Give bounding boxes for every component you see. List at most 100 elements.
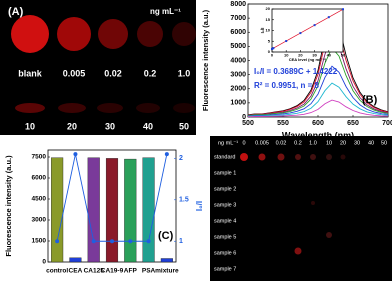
x-tick-label: mixture [155,268,179,275]
y-axis-label: Fluorescence intensity (a.u.) [201,9,210,111]
x-tick-label: PSA [142,268,156,275]
x-tick-label: control [46,268,68,275]
x-tick-label: CEA [69,268,83,275]
spots-a [11,15,196,113]
y-tick-label: 1000 [230,100,246,107]
x-tick-label: 0 [271,53,274,58]
ratio-point [128,239,133,244]
row-label: standard [214,154,235,160]
point [327,16,330,19]
column-label: 50 [381,140,387,146]
column-label: 40 [368,140,374,146]
y2-axis-label: I₀/I [195,201,204,211]
spectrum [247,21,389,116]
x-tick-label: 40 [327,53,332,58]
row-label: sample 2 [214,186,236,192]
x-tick-label: AFP [124,268,138,275]
y-tick-label: 15 [266,17,271,22]
ratio-point [73,152,78,157]
conc-label: 0.2 [144,68,157,78]
row-label: sample 5 [214,234,236,240]
y-tick-label: 6000 [230,29,246,36]
bar [105,158,119,263]
row-label: sample 1 [214,170,236,176]
conc-label: 50 [179,121,189,131]
y-tick-label: 5000 [230,43,246,50]
y-tick-label: 10 [266,28,271,33]
y2-tick-label: 1 [179,238,183,245]
y-tick-label: 20 [266,6,271,11]
y-tick-label: 6000 [32,175,47,182]
point [342,8,344,11]
unit: ng mL⁻¹ [218,140,238,146]
panel-a: (A) ng mL⁻¹ [0,0,196,135]
column-label: 0.005 [255,140,269,146]
conc-label: 20 [67,121,77,131]
y-tick-label: 0 [268,49,271,54]
annotation: R² = 0.9951, n = 8 [254,81,319,90]
y2-tick-label: 2 [179,155,183,162]
spectrum [247,46,389,117]
unit: ng mL⁻¹ [150,7,181,16]
bar [87,157,100,263]
annotation: I₀/I = 0.3689C + 1.4222 [254,67,338,76]
y2-tick-label: 1.5 [179,197,189,204]
spectrum [247,35,389,116]
panel-label: (A) [8,6,24,18]
spectrum [247,99,389,118]
y-tick-label: 2000 [230,86,246,93]
spectrum [247,82,389,117]
panel-label: (C) [158,230,174,242]
point [285,40,288,43]
bar [69,257,82,263]
ratio-point [55,239,60,244]
column-label: 1.0 [309,140,317,146]
point [313,24,316,27]
x-tick-label: 650 [347,120,359,127]
bar [160,258,173,263]
y-tick-label: 0 [242,114,246,121]
y-tick-label: 7500 [32,154,47,161]
fit-line [271,8,344,50]
x-axis-label: Wavelength (nm) [282,130,354,140]
ratio-point [164,152,169,157]
ratio-point [91,239,96,244]
x-tick-label: 30 [312,53,317,58]
x-tick-label: 500 [242,120,254,127]
x-tick-label: 50 [341,53,346,58]
y-tick-label: 0 [42,259,46,266]
conc-label: 30 [105,121,115,131]
ratio-point [146,239,151,244]
column-label: 30 [354,140,360,146]
x-tick-label: 10 [284,53,289,58]
y-tick-label: 4500 [32,196,47,203]
panel-d-bg [210,136,392,281]
row-label: sample 7 [214,266,236,272]
bar [142,157,155,263]
conc-label: 40 [143,121,153,131]
x-tick-label: 20 [298,53,303,58]
y-tick-label: 3000 [230,71,246,78]
x-axis-label: CEA level (ng mL⁻¹) [289,57,327,62]
x-tick-label: CA125 [84,268,105,275]
y-tick-label: 4000 [230,57,246,64]
bar [124,158,137,263]
conc-label: 1.0 [178,68,191,78]
row-label: sample 3 [214,202,236,208]
conc-label: 10 [25,121,35,131]
y-tick-label: 7000 [230,15,246,22]
x-tick-label: CA19-9 [101,268,124,275]
point [299,32,302,35]
y-tick-label: 1500 [32,238,47,245]
x-tick-label: 600 [312,120,324,127]
ratio-point [110,239,114,244]
conc-label: blank [18,68,43,78]
y-tick-label: 3000 [32,217,47,224]
row-label: sample 6 [214,250,236,256]
column-label: 20 [340,140,346,146]
column-label: 10 [326,140,332,146]
y-axis-label: Fluorescence intensity (a.u.) [4,155,13,257]
spots-d [240,153,346,255]
conc-label: 0.005 [63,68,86,78]
